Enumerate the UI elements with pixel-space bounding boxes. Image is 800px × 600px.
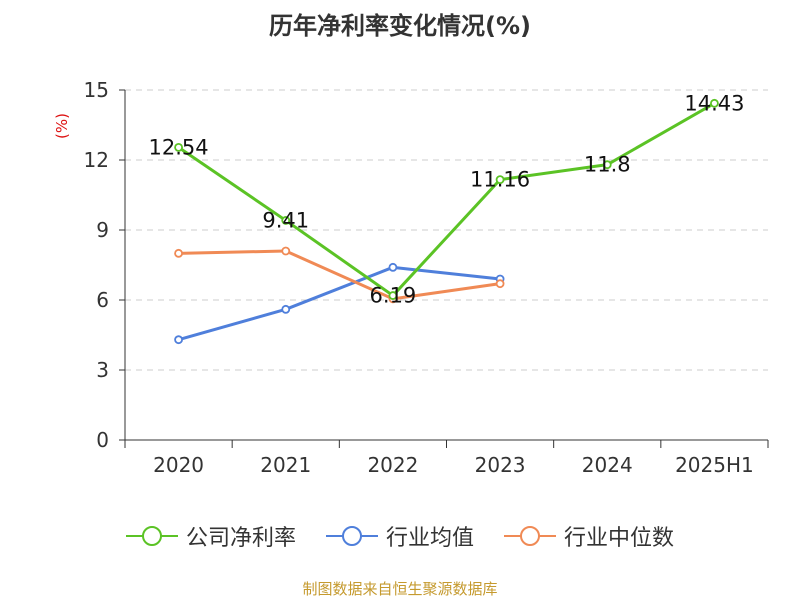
data-point xyxy=(602,160,612,170)
data-point xyxy=(495,279,505,289)
x-tick-label: 2025H1 xyxy=(675,453,754,477)
series-line-1 xyxy=(178,265,501,342)
data-label: 11.16 xyxy=(470,168,530,192)
legend-item[interactable]: 行业中位数 xyxy=(504,520,674,552)
x-tick-label: 2022 xyxy=(367,453,418,477)
x-tick-label: 2023 xyxy=(475,453,526,477)
data-label: 9.41 xyxy=(262,208,309,232)
y-tick-label: 12 xyxy=(84,148,109,172)
data-point xyxy=(281,216,291,225)
legend-line-marker-icon xyxy=(125,526,178,546)
x-tick-label: 2020 xyxy=(153,453,204,477)
data-point xyxy=(174,142,183,152)
data-point xyxy=(281,304,291,314)
data-point xyxy=(495,175,505,185)
legend-item[interactable]: 行业均值 xyxy=(325,520,474,552)
data-label: 12.54 xyxy=(149,135,209,159)
axis-layer: 0 3 6 9 12 15 2020 2021 2022 2023 2024 2025H1 xyxy=(84,78,769,477)
data-label-layer: 12.54 9.41 6.19 11.16 11.8 14.43 xyxy=(149,91,745,307)
x-tick-label: 2024 xyxy=(582,453,633,477)
y-tick-label: 9 xyxy=(96,218,109,242)
data-point xyxy=(174,335,183,345)
data-point xyxy=(710,98,719,108)
y-tick-label: 15 xyxy=(84,78,109,102)
data-label: 6.19 xyxy=(370,284,417,308)
series-layer xyxy=(174,98,719,345)
series-line-2 xyxy=(178,249,501,301)
legend-line-marker-icon xyxy=(325,526,378,546)
data-point xyxy=(281,246,291,256)
y-axis-label: (%) xyxy=(53,113,71,139)
legend-item[interactable]: 公司净利率 xyxy=(125,520,296,552)
y-tick-label: 3 xyxy=(96,358,109,382)
data-point xyxy=(388,291,398,300)
legend-line-marker-icon xyxy=(504,526,556,546)
legend-label: 行业中位数 xyxy=(564,526,675,551)
y-tick-label: 6 xyxy=(96,288,109,312)
x-tick-label: 2021 xyxy=(260,453,311,477)
legend-label: 公司净利率 xyxy=(185,526,296,551)
data-label: 14.43 xyxy=(684,91,744,115)
legend-label: 行业均值 xyxy=(385,526,474,551)
y-tick-label: 0 xyxy=(96,428,109,452)
grid-layer xyxy=(125,89,768,371)
data-point xyxy=(388,262,398,272)
data-point xyxy=(174,248,183,258)
legend: 公司净利率 行业均值 行业中位数 xyxy=(0,518,800,554)
chart-title: 历年净利率变化情况(%) xyxy=(269,12,531,40)
series-line-0 xyxy=(177,101,716,298)
source-note: 制图数据来自恒生聚源数据库 xyxy=(302,580,498,598)
data-label: 11.8 xyxy=(584,153,631,177)
